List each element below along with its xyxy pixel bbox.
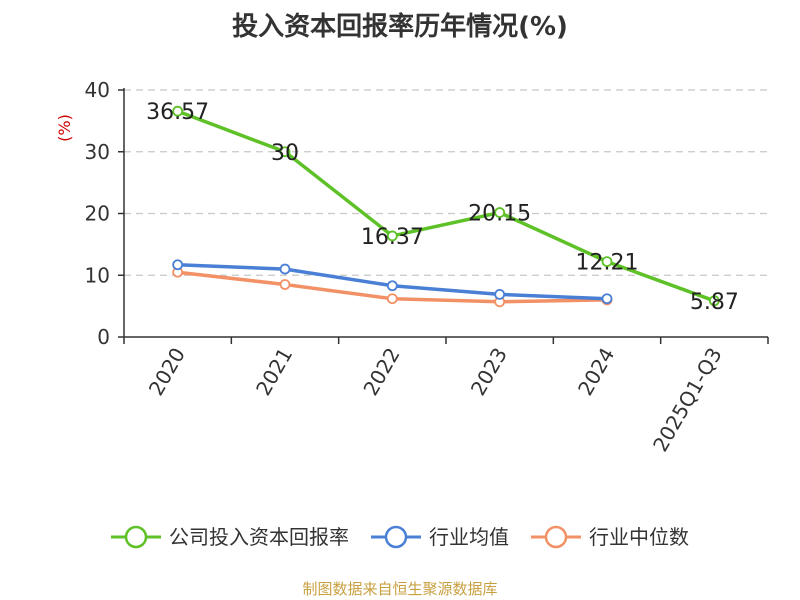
data-label-3: 20.15 <box>468 202 531 227</box>
series-line-0 <box>177 109 715 303</box>
axes <box>118 88 769 344</box>
series-1-point-0 <box>172 259 184 271</box>
data-label-1: 30 <box>271 141 299 166</box>
x-tick-label-2021: 2021 <box>251 344 297 400</box>
y-tick-label-30: 30 <box>85 140 110 164</box>
x-tick-label-2023: 2023 <box>466 343 512 399</box>
series-0-point-2 <box>386 230 398 242</box>
x-tick-label-2020: 2020 <box>144 344 190 400</box>
y-tick-label-40: 40 <box>85 78 110 102</box>
y-tick-label-0: 0 <box>97 325 110 349</box>
series-0-point-3 <box>494 207 506 218</box>
series-group <box>172 105 720 308</box>
y-axis-label: (%) <box>55 114 74 142</box>
series-1-point-4 <box>601 293 613 305</box>
data-label-5: 5.87 <box>690 290 739 315</box>
y-tick-label-20: 20 <box>85 202 110 226</box>
series-1-point-3 <box>494 288 506 300</box>
data-label-2: 16.37 <box>361 225 424 250</box>
x-tick-label-2024: 2024 <box>573 344 619 400</box>
series-2-point-1 <box>279 279 291 290</box>
legend-label-1: 行业均值 <box>429 525 509 549</box>
x-tick-label-2022: 2022 <box>358 344 404 400</box>
legend-marker-1 <box>384 525 408 549</box>
series-0-point-4 <box>601 256 613 268</box>
y-tick-labels: 0 10 20 30 40 <box>85 78 110 349</box>
data-label-0: 36.57 <box>146 100 209 125</box>
series-2-point-2 <box>386 293 398 305</box>
series-0-point-1 <box>279 146 291 158</box>
series-0-point-0 <box>172 105 184 117</box>
data-labels: 36.57 30 16.37 20.15 12.21 5.87 <box>146 100 739 315</box>
series-0-point-5 <box>708 295 720 307</box>
legend-marker-2 <box>544 525 568 549</box>
x-tick-labels: 2020 2021 2022 2023 2024 2025Q1-Q3 <box>144 343 727 455</box>
grid-lines <box>124 89 768 276</box>
series-1-point-1 <box>279 263 291 275</box>
series-1-point-2 <box>386 280 398 292</box>
legend-label-2: 行业中位数 <box>589 525 689 549</box>
source-note: 制图数据来自恒生聚源数据库 <box>302 580 498 598</box>
legend-label-0: 公司投入资本回报率 <box>169 525 349 549</box>
legend: 公司投入资本回报率 行业均值 行业中位数 <box>111 525 689 549</box>
legend-marker-0 <box>124 525 148 549</box>
x-tick-label-2025Q1-Q3: 2025Q1-Q3 <box>648 344 727 456</box>
chart-title: 投入资本回报率历年情况(%) <box>232 12 568 42</box>
data-label-4: 12.21 <box>576 251 639 276</box>
y-tick-label-10: 10 <box>85 263 110 287</box>
